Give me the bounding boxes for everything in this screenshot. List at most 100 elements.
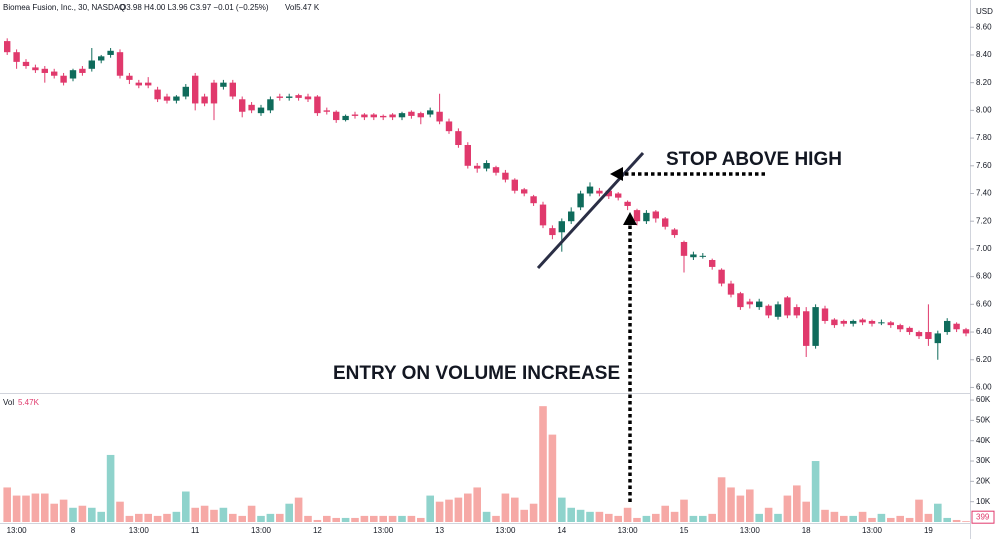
volume-bar xyxy=(830,511,839,522)
x-tick-label: 8 xyxy=(71,526,76,535)
volume-bar xyxy=(755,513,763,522)
volume-bar xyxy=(699,515,707,522)
volume-bar xyxy=(633,517,641,522)
x-tick-label: 13 xyxy=(435,526,444,535)
candle-body xyxy=(163,96,171,101)
candle-body xyxy=(304,96,312,100)
volume-name: Vol xyxy=(3,398,14,407)
candle-body xyxy=(60,75,67,83)
volume-bar xyxy=(426,495,434,522)
volume-bar xyxy=(398,515,406,522)
volume-bar xyxy=(247,505,256,522)
candle-body xyxy=(709,259,716,267)
entry-arrowhead xyxy=(623,212,637,225)
volume-bar xyxy=(97,511,105,522)
x-tick-label: 13:00 xyxy=(495,526,516,535)
candle-body xyxy=(680,241,688,256)
candle-body xyxy=(793,307,800,316)
volume-bar xyxy=(182,491,190,522)
volume-bar xyxy=(793,485,801,522)
candle-body xyxy=(925,332,932,339)
candle-body xyxy=(427,110,434,115)
volume-bar xyxy=(417,517,425,522)
candle-body xyxy=(116,52,124,76)
volume-bar xyxy=(614,515,622,522)
candle-body xyxy=(699,255,706,257)
candle-body xyxy=(737,293,744,308)
candle-body xyxy=(887,322,894,326)
volume-bar xyxy=(360,515,369,522)
candle-body xyxy=(79,68,86,73)
volume-bar xyxy=(727,487,735,522)
candle-body xyxy=(502,172,509,180)
volume-bar xyxy=(266,513,275,522)
candle-body xyxy=(906,327,913,333)
candle-body xyxy=(605,190,612,197)
candle-body xyxy=(746,301,753,305)
volume-bar xyxy=(31,493,40,522)
candle-body xyxy=(483,163,490,169)
volume-bar xyxy=(736,495,745,522)
candle-body xyxy=(549,228,556,236)
candle-body xyxy=(398,113,406,118)
volume-bar xyxy=(670,511,679,522)
volume-tick-label: 20K xyxy=(976,476,991,485)
candle-body xyxy=(765,305,772,316)
candle-body xyxy=(915,332,923,337)
x-tick-label: 13:00 xyxy=(862,526,883,535)
volume-bar xyxy=(106,454,115,522)
volume-bar xyxy=(473,487,481,522)
candle-body xyxy=(182,86,189,97)
volume-bar xyxy=(558,497,566,522)
candle-body xyxy=(455,131,462,146)
candle-body xyxy=(145,82,152,86)
candle-body xyxy=(539,204,547,226)
candle-body xyxy=(624,201,631,206)
volume-bar xyxy=(548,434,557,522)
x-tick-label: 13:00 xyxy=(618,526,639,535)
y-tick-label: 7.80 xyxy=(976,133,992,142)
candle-body xyxy=(803,311,810,346)
volume-legend: Vol5.47 K xyxy=(285,3,320,12)
volume-bar xyxy=(464,493,472,522)
volume-bar xyxy=(116,501,124,522)
volume-bar xyxy=(210,509,218,522)
candle-body xyxy=(107,50,114,55)
volume-bar xyxy=(332,517,340,522)
candle-body xyxy=(98,56,105,61)
candle-body xyxy=(774,304,782,317)
x-tick-label: 13:00 xyxy=(740,526,761,535)
volume-bar xyxy=(717,477,726,522)
candle-body xyxy=(257,107,265,114)
volume-bar xyxy=(840,515,848,522)
candle-body xyxy=(333,111,340,121)
candle-body xyxy=(840,320,847,324)
volume-bar xyxy=(680,499,688,522)
x-tick-label: 13:00 xyxy=(373,526,394,535)
volume-bar xyxy=(78,505,87,522)
candle-body xyxy=(445,121,453,132)
x-tick-label: 13:00 xyxy=(7,526,28,535)
candle-body xyxy=(408,111,415,116)
volume-bar xyxy=(661,505,669,522)
volume-bar xyxy=(22,495,30,522)
candle-body xyxy=(389,114,396,118)
y-tick-label: 6.60 xyxy=(976,299,992,308)
candle-body xyxy=(530,196,537,204)
volume-bar xyxy=(370,515,378,522)
volume-bar xyxy=(172,511,181,522)
y-tick-label: 6.00 xyxy=(976,383,992,392)
candle-body xyxy=(568,211,575,222)
volume-tick-label: 40K xyxy=(976,436,991,445)
volume-bar xyxy=(539,406,547,522)
volume-bar xyxy=(811,461,820,522)
volume-bar xyxy=(595,511,604,522)
y-tick-label: 7.40 xyxy=(976,189,992,198)
volume-bar xyxy=(482,511,491,522)
trend-line xyxy=(536,151,645,270)
volume-bar xyxy=(351,517,359,522)
volume-bar xyxy=(407,515,416,522)
candle-body xyxy=(88,60,95,69)
candle-body xyxy=(239,99,246,112)
volume-bar xyxy=(849,515,857,522)
